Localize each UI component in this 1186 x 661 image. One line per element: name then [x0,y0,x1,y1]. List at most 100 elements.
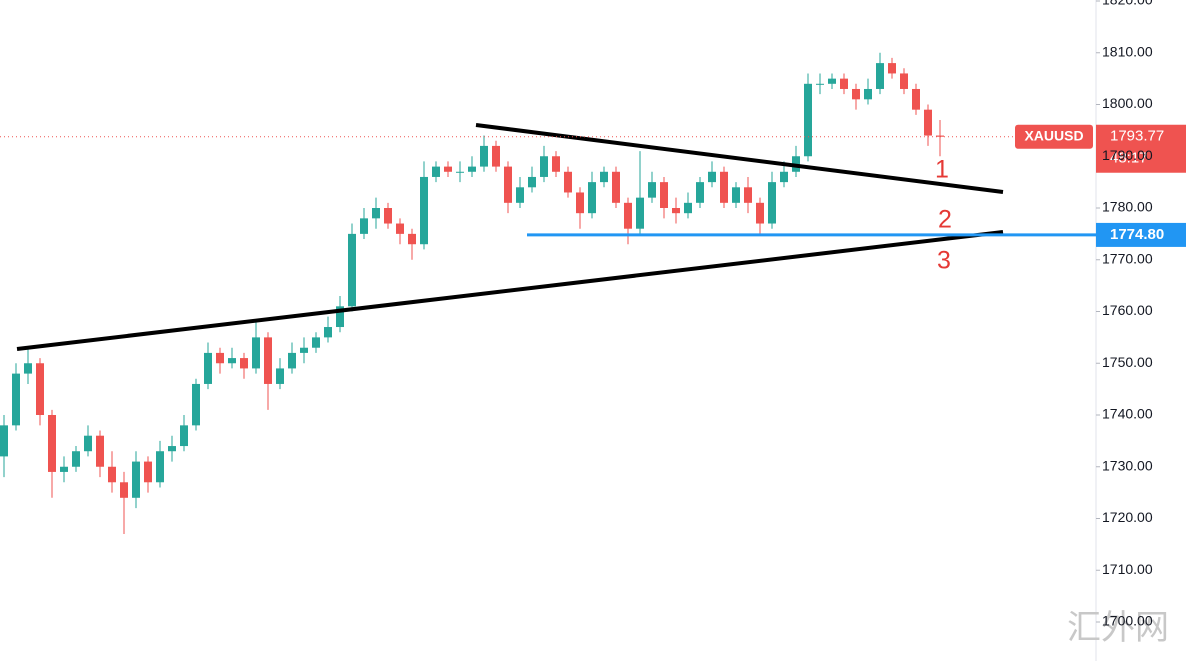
candle-body [864,88,872,100]
candle-body [936,135,944,137]
candle-body [900,73,908,89]
candle-body [168,446,176,452]
y-tick-label: 1800.00 [1102,95,1153,111]
countdown-label: 48:17 [1110,150,1148,167]
candle-body [156,451,164,483]
candle-body [684,202,692,214]
y-tick-label: 1750.00 [1102,354,1153,370]
symbol-badge [1015,124,1093,149]
candle-body [228,358,236,364]
candle-body [468,166,476,172]
candle-body [144,461,152,483]
annotation: 1 [935,156,949,184]
candle-body [552,156,560,172]
candle-body [672,208,680,214]
candle-body [12,373,20,426]
candle-body [612,171,620,203]
candle-body [924,109,932,136]
candle-body [276,368,284,384]
candle-body [876,63,884,89]
candle-body [540,156,548,177]
candle-body [396,223,404,234]
candle-body [756,202,764,224]
candle-body [336,306,344,328]
candle-body [708,171,716,183]
candle-body [24,363,32,374]
candle-body [660,182,668,208]
y-tick-label: 1770.00 [1102,250,1153,266]
candle-body [780,171,788,183]
y-tick-label: 1700.00 [1102,613,1153,629]
price-line-label: 1774.80 [1110,226,1164,243]
candle-body [408,233,416,245]
candle-body [576,192,584,214]
candle-body [132,461,140,498]
candle-body [528,176,536,188]
y-tick-label: 1810.00 [1102,43,1153,59]
candle-body [432,166,440,177]
candle-body [48,415,56,472]
trend-line [16,230,1004,351]
y-tick-label: 1710.00 [1102,561,1153,577]
candle-body [84,435,92,452]
candle-body [360,218,368,234]
trend-line [475,123,1004,194]
candle-body [636,197,644,229]
candle-body [492,145,500,167]
candle-body [180,425,188,447]
candle-body [240,358,248,369]
candle-body [204,352,212,384]
candle-body [888,63,896,74]
candle-body [120,482,128,498]
candle-body [192,383,200,426]
candle-body [96,435,104,467]
annotation: 3 [937,247,951,275]
candle-body [324,327,332,338]
y-tick-label: 1720.00 [1102,509,1153,525]
candle-body [444,166,452,172]
y-tick-label: 1760.00 [1102,302,1153,318]
y-tick-label: 1780.00 [1102,199,1153,215]
candle-body [600,171,608,183]
candle-body [828,78,836,84]
candle-body [588,182,596,214]
candle-body [36,363,44,415]
y-tick-label: 1790.00 [1102,147,1153,163]
candle-body [348,233,356,307]
last-price-label: 1793.77 [1110,128,1164,145]
candle-body [852,88,860,100]
candle-body [72,451,80,467]
candle-body [216,352,224,364]
candle-body [312,337,320,348]
candle-body [624,202,632,229]
candle-body [732,187,740,203]
candle-body [768,182,776,224]
candle-body [564,171,572,193]
candle-body [252,337,260,369]
candle-body [696,182,704,203]
candle-body [0,425,8,457]
candle-body [300,347,308,353]
candle-body [516,187,524,203]
candle-body [288,352,296,369]
candle-body [372,208,380,219]
candle-body [456,171,464,173]
watermark: 汇外网 [1067,609,1169,647]
last-price-badge [1096,124,1186,173]
candle-body [744,187,752,203]
candle-body [720,171,728,203]
y-tick-label: 1740.00 [1102,406,1153,422]
candle-body [648,182,656,198]
annotation: 2 [938,206,952,234]
candle-body [816,83,824,85]
candle-body [840,78,848,89]
overlay: XAUUSD 1793.77 48:17 1774.80 [0,124,1186,247]
price-line-badge [1096,222,1186,247]
candle-body [804,83,812,157]
candle-body [504,166,512,203]
candle-body [108,466,116,483]
candle-body [264,337,272,384]
candle-body [912,88,920,110]
